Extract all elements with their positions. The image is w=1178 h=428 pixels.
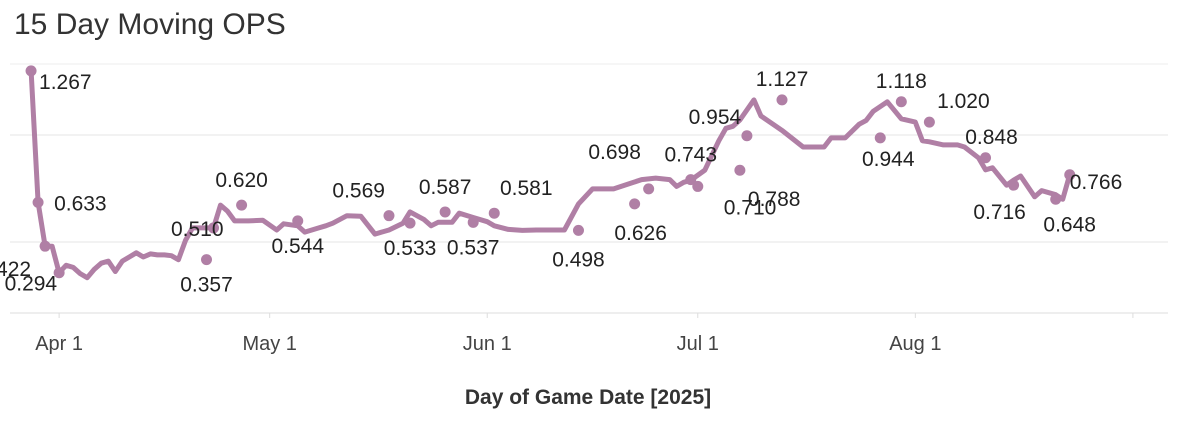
data-label: 1.020 (937, 90, 990, 113)
data-label: 0.766 (1070, 171, 1123, 194)
data-label: 0.848 (965, 126, 1018, 149)
data-label: 0.954 (689, 106, 742, 129)
x-tick-label: Jul 1 (677, 333, 719, 355)
data-points (25, 65, 1076, 279)
data-point (292, 215, 304, 227)
data-point (32, 196, 44, 208)
data-label: 0.294 (5, 273, 58, 296)
data-label: 0.710 (724, 196, 777, 219)
data-label: 0.587 (419, 176, 472, 199)
data-label: 0.716 (973, 201, 1026, 224)
data-label: 0.743 (664, 144, 717, 167)
data-label: 0.569 (332, 180, 385, 203)
data-point (236, 199, 248, 211)
data-label: 1.127 (756, 68, 809, 91)
x-axis-tick-labels: Apr 1 May 1 Jun 1 Jul 1 Aug 1 (35, 333, 941, 355)
data-label: 0.544 (271, 235, 324, 258)
data-point (383, 210, 395, 222)
data-point (439, 206, 451, 218)
data-label: 0.510 (171, 218, 224, 241)
x-axis-title: Day of Game Date [2025] (465, 386, 711, 409)
chart-title: 15 Day Moving OPS (14, 8, 286, 41)
data-label: 0.626 (614, 222, 667, 245)
x-tick-label: May 1 (242, 333, 296, 355)
series-line (28, 68, 1073, 281)
data-label: 0.944 (862, 148, 915, 171)
data-label: 0.357 (180, 274, 233, 297)
data-point (776, 94, 788, 106)
data-point (1008, 179, 1020, 191)
data-label: 0.698 (588, 141, 641, 164)
data-label: 0.788 (748, 188, 801, 211)
data-label: 0.422 (0, 258, 31, 281)
data-point (25, 65, 37, 77)
data-label: 0.620 (215, 169, 268, 192)
data-point (692, 180, 704, 192)
data-point (895, 96, 907, 108)
data-point (404, 217, 416, 229)
data-point (874, 132, 886, 144)
data-point (488, 207, 500, 219)
data-point (467, 216, 479, 228)
data-label: 0.648 (1043, 213, 1096, 236)
data-point (685, 174, 697, 186)
data-label: 1.267 (39, 71, 92, 94)
data-point (201, 254, 213, 266)
data-point (53, 267, 65, 279)
data-point (734, 164, 746, 176)
data-point (208, 222, 220, 234)
data-point (572, 224, 584, 236)
data-label: 0.581 (500, 177, 553, 200)
data-point (643, 183, 655, 195)
data-label: 1.118 (876, 70, 927, 93)
data-point (1050, 193, 1062, 205)
data-point (980, 152, 992, 164)
x-tick-label: Aug 1 (889, 333, 941, 355)
data-label: 0.533 (384, 237, 437, 260)
data-point (39, 240, 51, 252)
data-label: 0.537 (447, 236, 500, 259)
x-tick-label: Jun 1 (463, 333, 512, 355)
data-label: 0.633 (54, 192, 107, 215)
data-point (629, 198, 641, 210)
data-point (1064, 169, 1076, 181)
x-tick-label: Apr 1 (35, 333, 83, 355)
data-point (923, 116, 935, 128)
data-point (741, 130, 753, 142)
x-axis-ticks (58, 313, 1134, 318)
data-label: 0.498 (552, 248, 605, 271)
